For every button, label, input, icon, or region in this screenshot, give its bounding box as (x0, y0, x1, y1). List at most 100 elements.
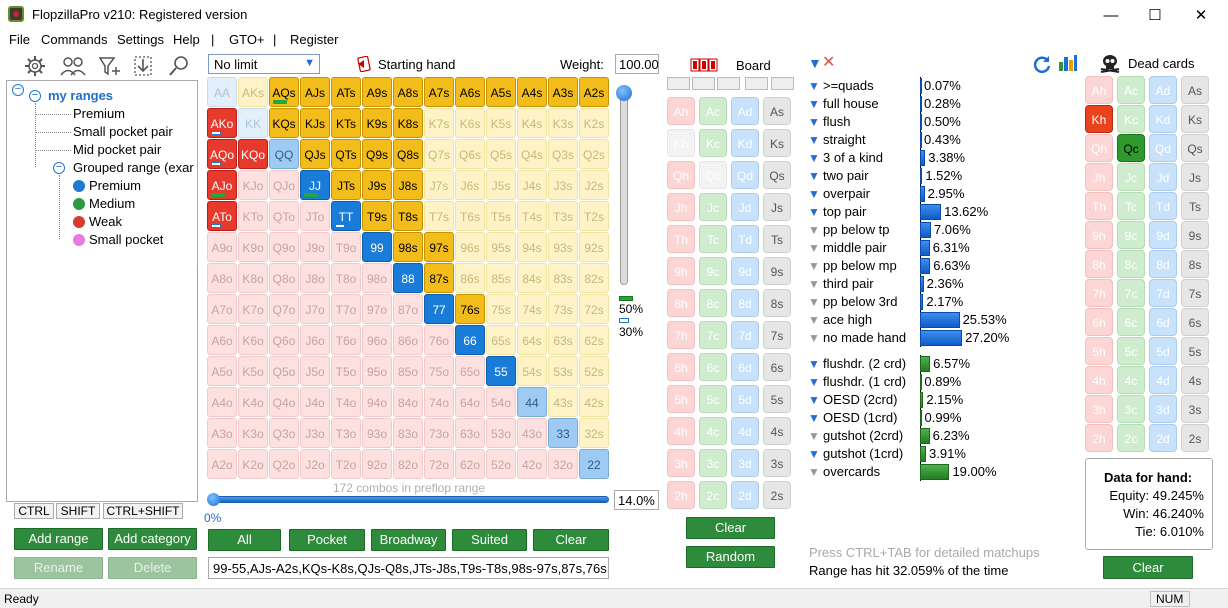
filter-icon[interactable]: ▼ (808, 55, 822, 71)
filter-icon[interactable]: ▼ (808, 277, 820, 291)
dead-card-jc[interactable]: Jc (1117, 163, 1145, 191)
hand-cell-53o[interactable]: 53o (486, 418, 516, 448)
filter-icon[interactable]: ▼ (808, 79, 820, 93)
board-card-6h[interactable]: 6h (667, 353, 695, 381)
dead-card-8d[interactable]: 8d (1149, 250, 1177, 278)
collapse-icon[interactable]: − (29, 90, 41, 102)
stat-row[interactable]: ▼ pp below 3rd 2.17% (808, 293, 1108, 311)
hand-cell-62o[interactable]: 62o (455, 449, 485, 479)
hand-cell-53s[interactable]: 53s (548, 356, 578, 386)
board-card-2s[interactable]: 2s (763, 481, 791, 509)
hand-cell-86o[interactable]: 86o (393, 325, 423, 355)
hand-cell-j2o[interactable]: J2o (300, 449, 330, 479)
hand-cell-85o[interactable]: 85o (393, 356, 423, 386)
hand-cell-84o[interactable]: 84o (393, 387, 423, 417)
hand-cell-k4s[interactable]: K4s (517, 108, 547, 138)
board-card-td[interactable]: Td (731, 225, 759, 253)
board-card-qs[interactable]: Qs (763, 161, 791, 189)
weight-input[interactable]: 100.00 (615, 54, 659, 74)
board-card-ad[interactable]: Ad (731, 97, 759, 125)
hand-cell-72s[interactable]: 72s (579, 294, 609, 324)
hand-cell-k6o[interactable]: K6o (238, 325, 268, 355)
stat-row[interactable]: ▼ no made hand 27.20% (808, 329, 1108, 347)
hand-cell-qts[interactable]: QTs (331, 139, 361, 169)
board-card-8c[interactable]: 8c (699, 289, 727, 317)
stat-row[interactable]: ▼ OESD (1crd) 0.99% (808, 409, 1108, 427)
board-card-9h[interactable]: 9h (667, 257, 695, 285)
hand-cell-jts[interactable]: JTs (331, 170, 361, 200)
board-card-5s[interactable]: 5s (763, 385, 791, 413)
users-icon[interactable] (58, 54, 88, 78)
import-icon[interactable] (130, 54, 156, 78)
hand-cell-j4o[interactable]: J4o (300, 387, 330, 417)
stat-row[interactable]: ▼ ace high 25.53% (808, 311, 1108, 329)
stat-row[interactable]: ▼ 3 of a kind 3.38% (808, 149, 1108, 167)
hand-cell-82o[interactable]: 82o (393, 449, 423, 479)
hand-cell-92o[interactable]: 92o (362, 449, 392, 479)
hand-cell-76o[interactable]: 76o (424, 325, 454, 355)
board-card-8d[interactable]: 8d (731, 289, 759, 317)
hand-cell-t3o[interactable]: T3o (331, 418, 361, 448)
dead-card-3s[interactable]: 3s (1181, 395, 1209, 423)
hand-cell-87o[interactable]: 87o (393, 294, 423, 324)
board-card-3h[interactable]: 3h (667, 449, 695, 477)
dead-card-8c[interactable]: 8c (1117, 250, 1145, 278)
dead-card-4s[interactable]: 4s (1181, 366, 1209, 394)
refresh-icon[interactable] (1032, 54, 1052, 74)
stat-row[interactable]: ▼ overcards 19.00% (808, 463, 1108, 481)
hand-cell-t7s[interactable]: T7s (424, 201, 454, 231)
hand-cell-k5o[interactable]: K5o (238, 356, 268, 386)
hand-cell-65s[interactable]: 65s (486, 325, 516, 355)
hand-cell-k8s[interactable]: K8s (393, 108, 423, 138)
board-random-button[interactable]: Random (686, 546, 775, 568)
filter-icon[interactable]: ▼ (808, 295, 820, 309)
board-card-4h[interactable]: 4h (667, 417, 695, 445)
board-card-9c[interactable]: 9c (699, 257, 727, 285)
board-card-2h[interactable]: 2h (667, 481, 695, 509)
dead-card-8s[interactable]: 8s (1181, 250, 1209, 278)
hand-cell-kqs[interactable]: KQs (269, 108, 299, 138)
dead-card-6c[interactable]: 6c (1117, 308, 1145, 336)
search-icon[interactable] (166, 54, 192, 78)
dead-clear-button[interactable]: Clear (1103, 556, 1193, 579)
hand-cell-jto[interactable]: JTo (300, 201, 330, 231)
hand-cell-kts[interactable]: KTs (331, 108, 361, 138)
hand-cell-q5o[interactable]: Q5o (269, 356, 299, 386)
hand-cell-92s[interactable]: 92s (579, 232, 609, 262)
dead-card-7c[interactable]: 7c (1117, 279, 1145, 307)
hand-cell-32o[interactable]: 32o (548, 449, 578, 479)
hand-cell-a6o[interactable]: A6o (207, 325, 237, 355)
hand-cell-42s[interactable]: 42s (579, 387, 609, 417)
dead-card-5c[interactable]: 5c (1117, 337, 1145, 365)
hand-cell-j3o[interactable]: J3o (300, 418, 330, 448)
dead-card-ah[interactable]: Ah (1085, 76, 1113, 104)
dead-card-2d[interactable]: 2d (1149, 424, 1177, 452)
dead-card-3d[interactable]: 3d (1149, 395, 1177, 423)
hand-cell-73s[interactable]: 73s (548, 294, 578, 324)
hand-cell-44[interactable]: 44 (517, 387, 547, 417)
hand-cell-a5o[interactable]: A5o (207, 356, 237, 386)
board-card-jh[interactable]: Jh (667, 193, 695, 221)
hand-cell-t7o[interactable]: T7o (331, 294, 361, 324)
hand-cell-43o[interactable]: 43o (517, 418, 547, 448)
board-card-kh[interactable]: Kh (667, 129, 695, 157)
hand-cell-a9s[interactable]: A9s (362, 77, 392, 107)
hand-cell-q7s[interactable]: Q7s (424, 139, 454, 169)
hand-cell-t8s[interactable]: T8s (393, 201, 423, 231)
hand-cell-ajs[interactable]: AJs (300, 77, 330, 107)
hand-cell-97s[interactable]: 97s (424, 232, 454, 262)
dead-card-6d[interactable]: 6d (1149, 308, 1177, 336)
board-card-as[interactable]: As (763, 97, 791, 125)
hand-cell-j3s[interactable]: J3s (548, 170, 578, 200)
hand-cell-22[interactable]: 22 (579, 449, 609, 479)
dead-card-7d[interactable]: 7d (1149, 279, 1177, 307)
preflop-percent-input[interactable]: 14.0% (614, 490, 659, 510)
dead-card-qd[interactable]: Qd (1149, 134, 1177, 162)
hand-cell-q5s[interactable]: Q5s (486, 139, 516, 169)
dead-card-8h[interactable]: 8h (1085, 250, 1113, 278)
hand-cell-t3s[interactable]: T3s (548, 201, 578, 231)
hand-cell-q9s[interactable]: Q9s (362, 139, 392, 169)
filter-icon[interactable]: ▼ (808, 465, 820, 479)
hand-cell-k6s[interactable]: K6s (455, 108, 485, 138)
board-card-2d[interactable]: 2d (731, 481, 759, 509)
